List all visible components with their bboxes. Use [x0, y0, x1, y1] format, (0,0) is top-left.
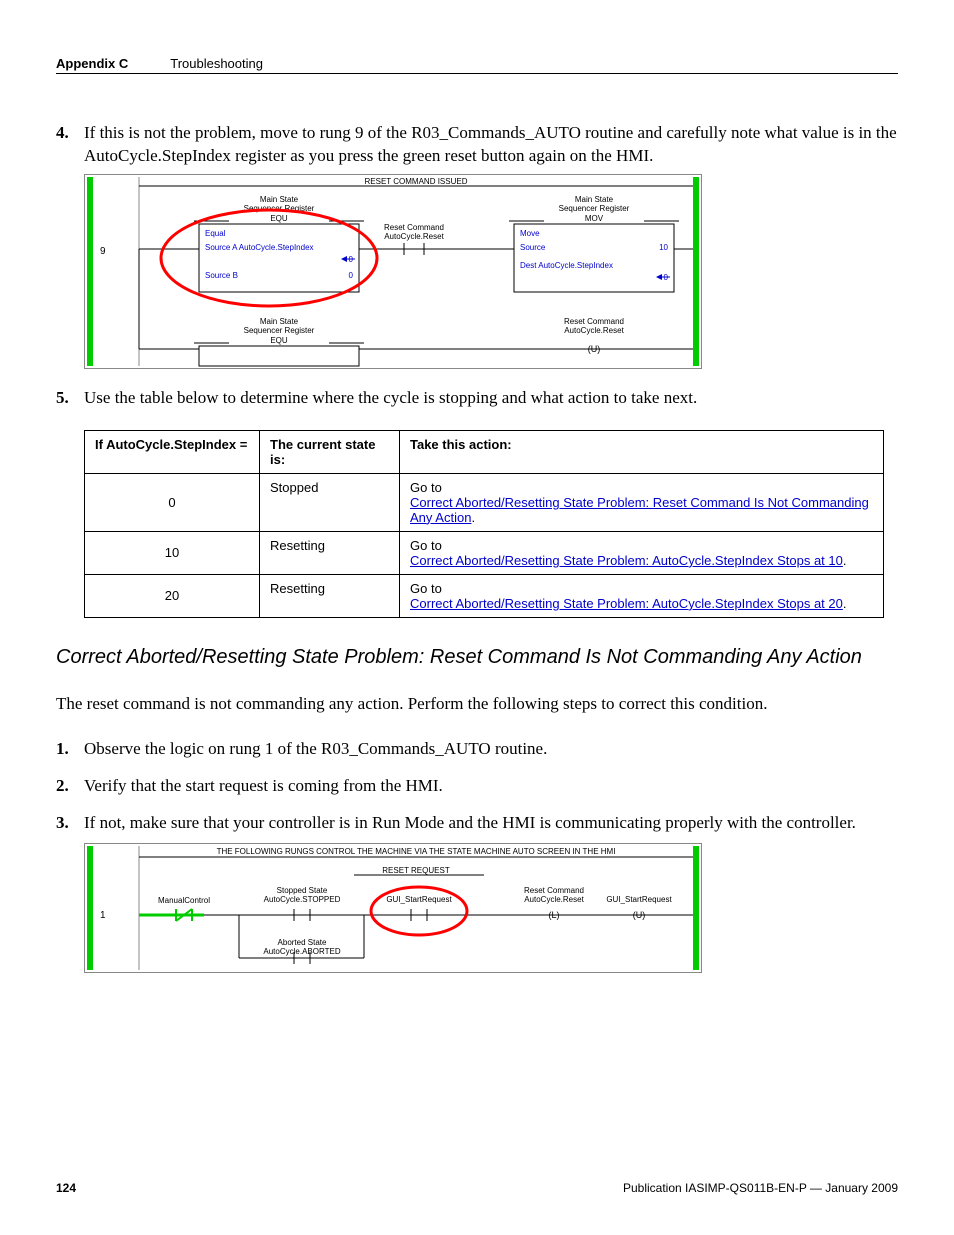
appendix-label: Appendix C [56, 56, 128, 71]
step-2: 2. Verify that the start request is comi… [56, 775, 898, 798]
table-row: 20ResettingGo to Correct Aborted/Resetti… [85, 574, 884, 617]
table-cell-action: Go to Correct Aborted/Resetting State Pr… [400, 574, 884, 617]
svg-text:ManualControl: ManualControl [158, 896, 210, 905]
step-3-text: If not, make sure that your controller i… [84, 812, 898, 835]
step-5: 5. Use the table below to determine wher… [56, 387, 898, 410]
svg-text:(U): (U) [633, 910, 646, 920]
svg-text:GUI_StartRequest: GUI_StartRequest [386, 895, 452, 904]
svg-text:1: 1 [100, 910, 106, 921]
action-link[interactable]: Correct Aborted/Resetting State Problem:… [410, 495, 869, 525]
svg-text:Source A AutoCycle.StepIndex: Source A AutoCycle.StepIndex [205, 243, 314, 252]
step-4-text: If this is not the problem, move to rung… [84, 122, 898, 168]
svg-text:AutoCycle.Reset: AutoCycle.Reset [384, 232, 444, 241]
step-5-num: 5. [56, 387, 74, 410]
intro-paragraph: The reset command is not commanding any … [56, 693, 898, 716]
step-1-text: Observe the logic on rung 1 of the R03_C… [84, 738, 898, 761]
svg-text:Reset Command: Reset Command [524, 886, 584, 895]
table-cell-state: Resetting [260, 574, 400, 617]
table-cell-action: Go to Correct Aborted/Resetting State Pr… [400, 531, 884, 574]
step-4-num: 4. [56, 122, 74, 168]
svg-text:Reset Command: Reset Command [384, 223, 444, 232]
step-2-num: 2. [56, 775, 74, 798]
col3-header: Take this action: [400, 430, 884, 473]
svg-text:Aborted State: Aborted State [278, 938, 327, 947]
step-3: 3. If not, make sure that your controlle… [56, 812, 898, 835]
svg-text:THE FOLLOWING RUNGS CONTROL TH: THE FOLLOWING RUNGS CONTROL THE MACHINE … [217, 847, 616, 856]
step-3-num: 3. [56, 812, 74, 835]
svg-text:Move: Move [520, 229, 540, 238]
subheading: Correct Aborted/Resetting State Problem:… [56, 646, 898, 669]
col2-header: The current state is: [260, 430, 400, 473]
svg-text:Sequencer Register: Sequencer Register [559, 204, 630, 213]
step-2-text: Verify that the start request is coming … [84, 775, 898, 798]
table-cell-action: Go to Correct Aborted/Resetting State Pr… [400, 473, 884, 531]
svg-text:AutoCycle.STOPPED: AutoCycle.STOPPED [264, 895, 341, 904]
ladder-figure-2: THE FOLLOWING RUNGS CONTROL THE MACHINE … [84, 843, 898, 973]
table-row: 0StoppedGo to Correct Aborted/Resetting … [85, 473, 884, 531]
svg-text:AutoCycle.Reset: AutoCycle.Reset [524, 895, 584, 904]
svg-text:Reset Command: Reset Command [564, 317, 624, 326]
step-5-text: Use the table below to determine where t… [84, 387, 898, 410]
action-table: If AutoCycle.StepIndex = The current sta… [84, 430, 884, 618]
svg-text:EQU: EQU [270, 336, 288, 345]
svg-text:GUI_StartRequest: GUI_StartRequest [606, 895, 672, 904]
table-cell-state: Stopped [260, 473, 400, 531]
col1-header: If AutoCycle.StepIndex = [85, 430, 260, 473]
table-row: 10ResettingGo to Correct Aborted/Resetti… [85, 531, 884, 574]
svg-text:Equal: Equal [205, 229, 226, 238]
svg-text:Dest AutoCycle.StepIndex: Dest AutoCycle.StepIndex [520, 261, 613, 270]
svg-text:MOV: MOV [585, 214, 604, 223]
svg-text:Source: Source [520, 243, 546, 252]
page-header: Appendix C Troubleshooting [56, 56, 898, 71]
svg-text:EQU: EQU [270, 214, 288, 223]
svg-text:AutoCycle.ABORTED: AutoCycle.ABORTED [263, 947, 340, 956]
action-link[interactable]: Correct Aborted/Resetting State Problem:… [410, 553, 843, 568]
svg-text:Sequencer Register: Sequencer Register [244, 326, 315, 335]
table-cell-index: 10 [85, 531, 260, 574]
page-number: 124 [56, 1181, 76, 1195]
ladder-figure-1: RESET COMMAND ISSUED9Main StateSequencer… [84, 174, 898, 369]
header-rule [56, 73, 898, 74]
svg-text:AutoCycle.Reset: AutoCycle.Reset [564, 326, 624, 335]
svg-text:0: 0 [349, 271, 354, 280]
svg-text:(L): (L) [549, 910, 560, 920]
publication-info: Publication IASIMP-QS011B-EN-P — January… [623, 1181, 898, 1195]
svg-text:Main State: Main State [260, 317, 299, 326]
svg-text:RESET REQUEST: RESET REQUEST [382, 866, 450, 875]
svg-text:9: 9 [100, 246, 106, 257]
section-label: Troubleshooting [170, 56, 263, 71]
svg-text:Source B: Source B [205, 271, 238, 280]
svg-text:Main State: Main State [260, 195, 299, 204]
svg-text:RESET COMMAND ISSUED: RESET COMMAND ISSUED [365, 177, 468, 186]
action-link[interactable]: Correct Aborted/Resetting State Problem:… [410, 596, 843, 611]
step-1: 1. Observe the logic on rung 1 of the R0… [56, 738, 898, 761]
svg-text:(U): (U) [588, 344, 601, 354]
table-cell-state: Resetting [260, 531, 400, 574]
svg-text:Stopped State: Stopped State [277, 886, 328, 895]
svg-text:Main State: Main State [575, 195, 614, 204]
page-footer: 124 Publication IASIMP-QS011B-EN-P — Jan… [56, 1181, 898, 1195]
svg-text:10: 10 [659, 243, 668, 252]
table-cell-index: 0 [85, 473, 260, 531]
step-1-num: 1. [56, 738, 74, 761]
table-cell-index: 20 [85, 574, 260, 617]
step-4: 4. If this is not the problem, move to r… [56, 122, 898, 168]
